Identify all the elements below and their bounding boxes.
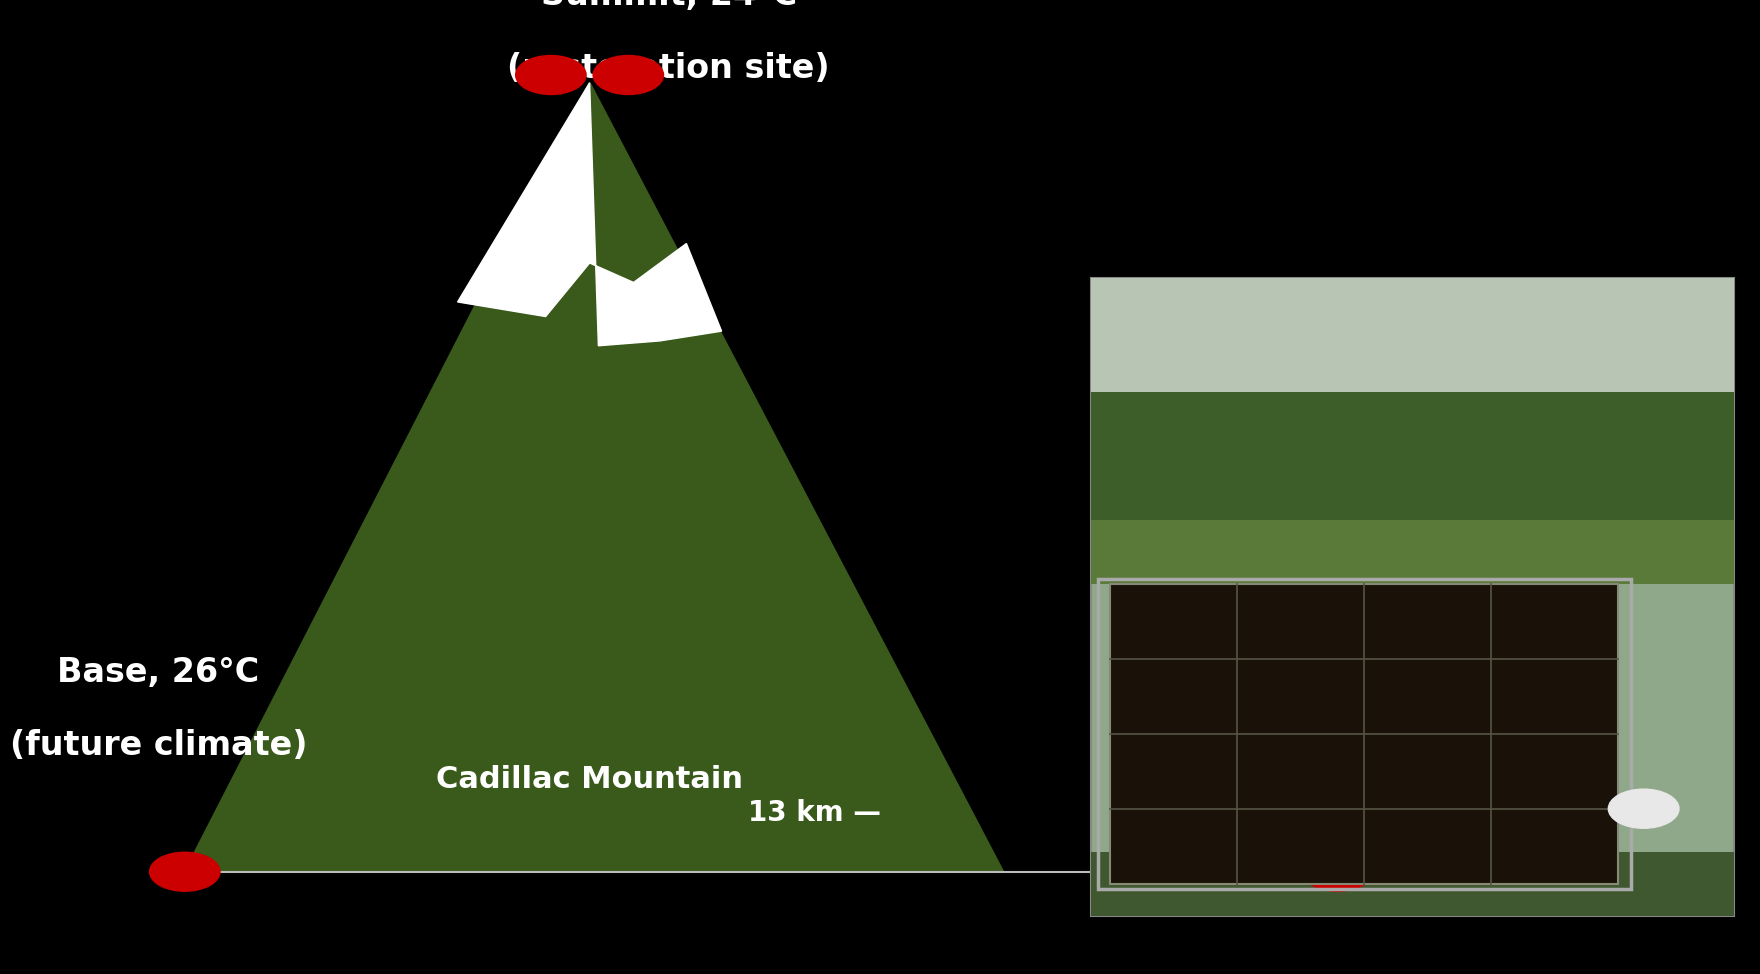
Text: Base, 26°C: Base, 26°C [58,656,259,689]
FancyBboxPatch shape [1111,583,1617,883]
Text: Summit, 24°C: Summit, 24°C [540,0,797,12]
Polygon shape [185,83,1003,872]
Polygon shape [458,83,722,346]
Text: Schoodic, 20°C: Schoodic, 20°C [1329,656,1610,689]
FancyBboxPatch shape [1091,278,1734,393]
Circle shape [593,56,664,94]
FancyBboxPatch shape [1091,520,1734,583]
Text: 13 km —: 13 km — [748,800,880,827]
FancyBboxPatch shape [1091,278,1734,916]
Circle shape [516,56,586,94]
Text: (future climate): (future climate) [9,729,308,762]
Text: (restoration site): (restoration site) [507,52,831,85]
Text: (benign climate): (benign climate) [1315,729,1624,762]
FancyBboxPatch shape [1091,393,1734,520]
Text: Cadillac Mountain: Cadillac Mountain [436,765,743,794]
Circle shape [1609,789,1679,828]
FancyBboxPatch shape [1091,851,1734,916]
Circle shape [1302,852,1373,891]
Circle shape [150,852,220,891]
